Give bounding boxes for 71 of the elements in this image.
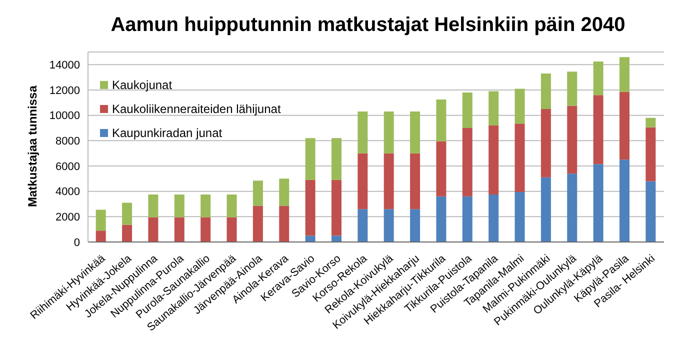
bar (619, 57, 630, 92)
legend-label: Kaukojunat (112, 78, 172, 92)
bar (567, 72, 578, 106)
bar (514, 124, 525, 192)
bar (619, 92, 630, 160)
bar (279, 178, 290, 206)
bar (567, 174, 578, 242)
bar (436, 141, 446, 196)
bar (122, 202, 132, 225)
bar (540, 109, 551, 178)
bar (514, 88, 525, 124)
bar (410, 153, 420, 210)
bar (488, 194, 499, 242)
bar (436, 100, 446, 142)
bar (122, 224, 132, 242)
bar (226, 194, 237, 218)
bar (148, 217, 158, 242)
legend-label: Kaukoliikenneraiteiden lähijunat (112, 102, 281, 116)
bar (279, 206, 290, 242)
y-tick-label: 10000 (49, 110, 80, 122)
bar (384, 153, 394, 210)
bar (514, 192, 525, 242)
y-tick-label: 12000 (49, 84, 80, 97)
bar (96, 210, 106, 231)
bar (646, 181, 656, 242)
bar (305, 236, 316, 242)
bar (200, 217, 211, 242)
bar (540, 74, 551, 109)
y-tick-label: 6000 (56, 160, 80, 173)
bar (646, 118, 656, 128)
bar (488, 91, 499, 126)
bar (331, 180, 342, 236)
bar (567, 106, 578, 174)
bar (305, 180, 316, 236)
bar (174, 194, 184, 218)
bar (410, 209, 420, 242)
bar (96, 230, 106, 242)
bar (384, 209, 394, 242)
bar (148, 194, 158, 218)
bar (462, 92, 472, 128)
y-tick-label: 8000 (56, 136, 80, 148)
bar (593, 95, 604, 164)
bar (358, 153, 368, 210)
y-axis-title: Matkustajaa tunnissa (25, 85, 40, 207)
bar (593, 164, 604, 242)
y-tick-label: 2000 (56, 212, 80, 224)
y-tick-label: 0 (74, 236, 80, 249)
bar (646, 127, 656, 182)
bar (252, 206, 263, 242)
legend-label: Kaupunkiradan junat (112, 126, 222, 140)
bar (619, 160, 630, 242)
bar (358, 209, 368, 242)
bar (174, 217, 184, 242)
bar (462, 196, 472, 242)
bar (358, 112, 368, 154)
bar (331, 138, 342, 180)
bar (305, 138, 316, 180)
bar (488, 125, 499, 194)
bar (226, 217, 237, 242)
bar (384, 112, 394, 154)
y-tick-label: 4000 (56, 186, 80, 198)
bar (436, 196, 446, 242)
bar (252, 180, 263, 206)
chart-title: Aamun huipputunnin matkustajat Helsinkiin päin 2040 (110, 13, 626, 38)
y-tick-label: 14000 (49, 60, 80, 72)
bar (200, 194, 211, 218)
bar (540, 177, 551, 242)
bar (331, 236, 342, 242)
bar (593, 62, 604, 96)
bar (410, 112, 420, 154)
bar (462, 128, 472, 196)
